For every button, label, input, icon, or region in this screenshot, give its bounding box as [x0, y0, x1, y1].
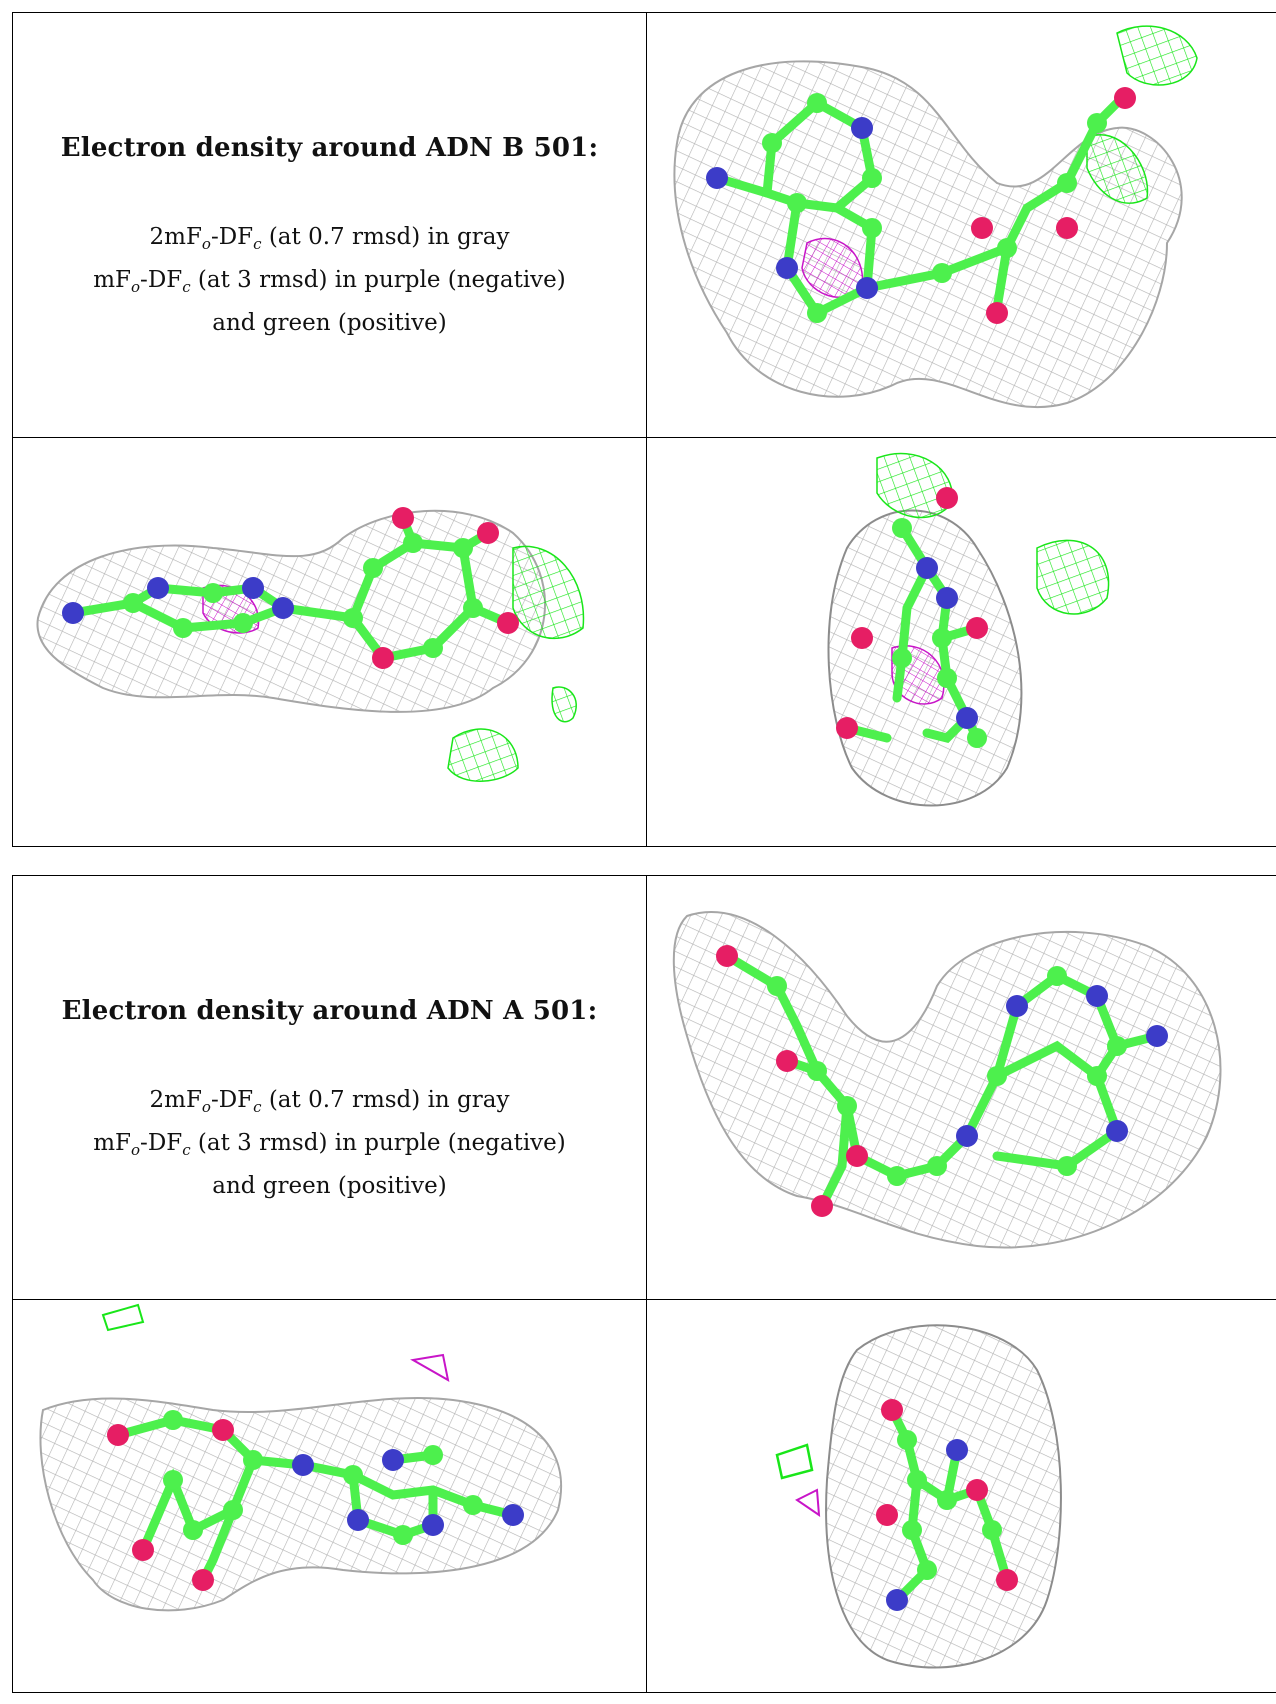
positive-blob	[101, 1303, 145, 1332]
figure-block-adn-b: Electron density around ADN B 501: 2mFo-…	[12, 12, 1276, 847]
positive-blob	[1116, 25, 1198, 86]
density-render	[39, 1303, 563, 1612]
atoms	[836, 487, 988, 748]
density-view-top-right	[647, 13, 1276, 438]
block-heading: Electron density around ADN B 501:	[60, 133, 599, 163]
positive-blob	[512, 545, 585, 640]
density-view-top-right	[647, 876, 1276, 1300]
map-description: 2mFo-DFc (at 0.7 rmsd) in gray mFo-DFc (…	[93, 219, 566, 341]
positive-blob	[447, 728, 519, 782]
atoms	[107, 1410, 524, 1591]
negative-blob	[795, 1488, 821, 1518]
negative-blob	[410, 1353, 450, 1382]
positive-blob	[876, 452, 954, 519]
caption-cell: Electron density around ADN A 501: 2mFo-…	[13, 876, 647, 1300]
density-render	[36, 507, 585, 782]
density-view-bottom-right	[647, 1300, 1276, 1693]
desc-line-fofc: mFo-DFc (at 3 rmsd) in purple (negative)	[93, 1130, 566, 1159]
mesh-2fofc	[673, 60, 1183, 409]
figure-block-adn-a: Electron density around ADN A 501: 2mFo-…	[12, 875, 1276, 1693]
density-render	[775, 1324, 1062, 1669]
positive-blob	[775, 1443, 814, 1480]
density-render	[827, 452, 1110, 807]
positive-blob	[551, 686, 577, 723]
map-description: 2mFo-DFc (at 0.7 rmsd) in gray mFo-DFc (…	[93, 1082, 566, 1204]
positive-blob	[1086, 134, 1149, 204]
desc-line-colors: and green (positive)	[212, 1173, 447, 1199]
density-render	[672, 911, 1222, 1249]
atoms	[716, 945, 1168, 1217]
density-render	[673, 25, 1198, 409]
density-view-bottom-left	[13, 1300, 647, 1693]
atoms	[62, 507, 519, 669]
density-view-bottom-right	[647, 438, 1276, 847]
positive-blob	[1036, 539, 1110, 615]
desc-line-2fofc: 2mFo-DFc (at 0.7 rmsd) in gray	[149, 224, 510, 253]
caption-cell: Electron density around ADN B 501: 2mFo-…	[13, 13, 647, 438]
mesh-2fofc	[672, 911, 1222, 1249]
desc-line-2fofc: 2mFo-DFc (at 0.7 rmsd) in gray	[149, 1087, 510, 1116]
desc-line-fofc: mFo-DFc (at 3 rmsd) in purple (negative)	[93, 267, 566, 296]
atoms	[706, 87, 1136, 324]
atoms	[876, 1399, 1018, 1611]
density-view-bottom-left	[13, 438, 647, 847]
block-heading: Electron density around ADN A 501:	[61, 996, 598, 1026]
desc-line-colors: and green (positive)	[212, 310, 447, 336]
